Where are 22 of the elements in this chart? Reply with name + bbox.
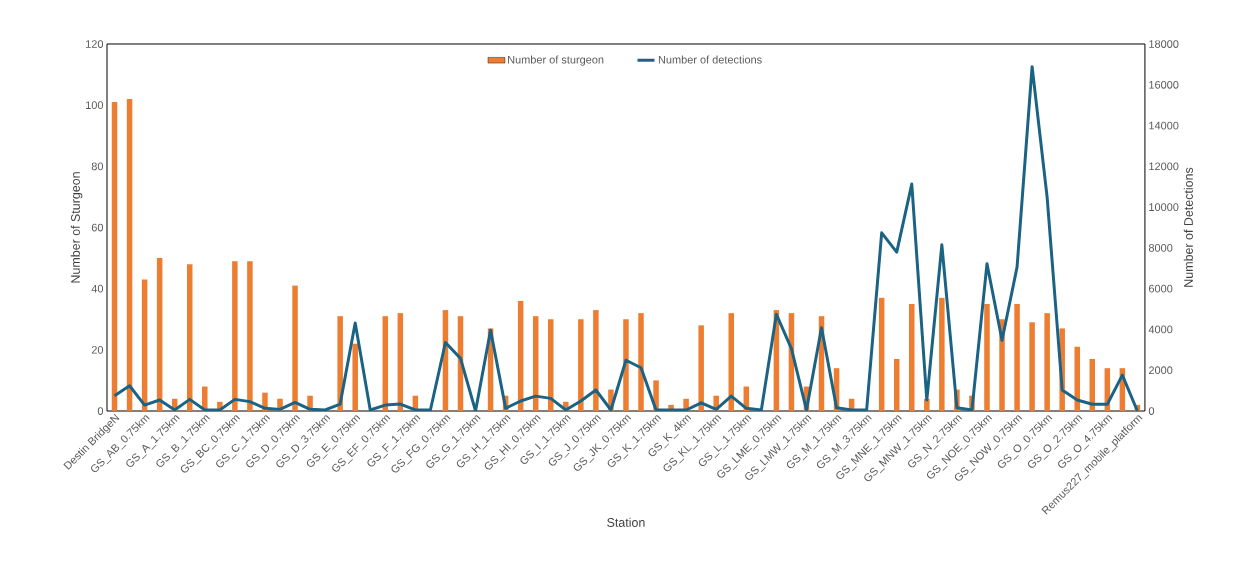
x-axis-title: Station (607, 517, 645, 527)
y2-axis-title: Number of Detections (1183, 167, 1193, 287)
y2-tick-label: 2000 (1148, 366, 1173, 375)
y2-tick-label: 18000 (1149, 40, 1179, 48)
y2-tick-label: 10000 (1149, 203, 1179, 211)
y-tick-label: 100 (86, 101, 104, 110)
y2-tick-label: 8000 (1148, 244, 1173, 252)
y-tick-label: 40 (91, 284, 104, 293)
y-axis-title: Number of Sturgeon (70, 172, 83, 283)
y2-tick-label: 4000 (1148, 325, 1173, 334)
y-tick-label: 0 (97, 407, 104, 415)
y-tick-label: 60 (91, 223, 104, 232)
legend-label: Number of sturgeon (508, 55, 604, 66)
y2-tick-label: 6000 (1149, 284, 1173, 293)
y2-tick-label: 12000 (1149, 162, 1179, 171)
y-tick-label: 120 (86, 40, 104, 48)
y2-tick-label: 14000 (1149, 121, 1179, 130)
y-tick-label: 20 (91, 345, 104, 354)
y-tick-label: 80 (91, 162, 104, 171)
legend-label: Number of detections (658, 55, 762, 64)
y2-tick-label: 16000 (1149, 80, 1179, 89)
y2-tick-label: 0 (1148, 407, 1155, 415)
